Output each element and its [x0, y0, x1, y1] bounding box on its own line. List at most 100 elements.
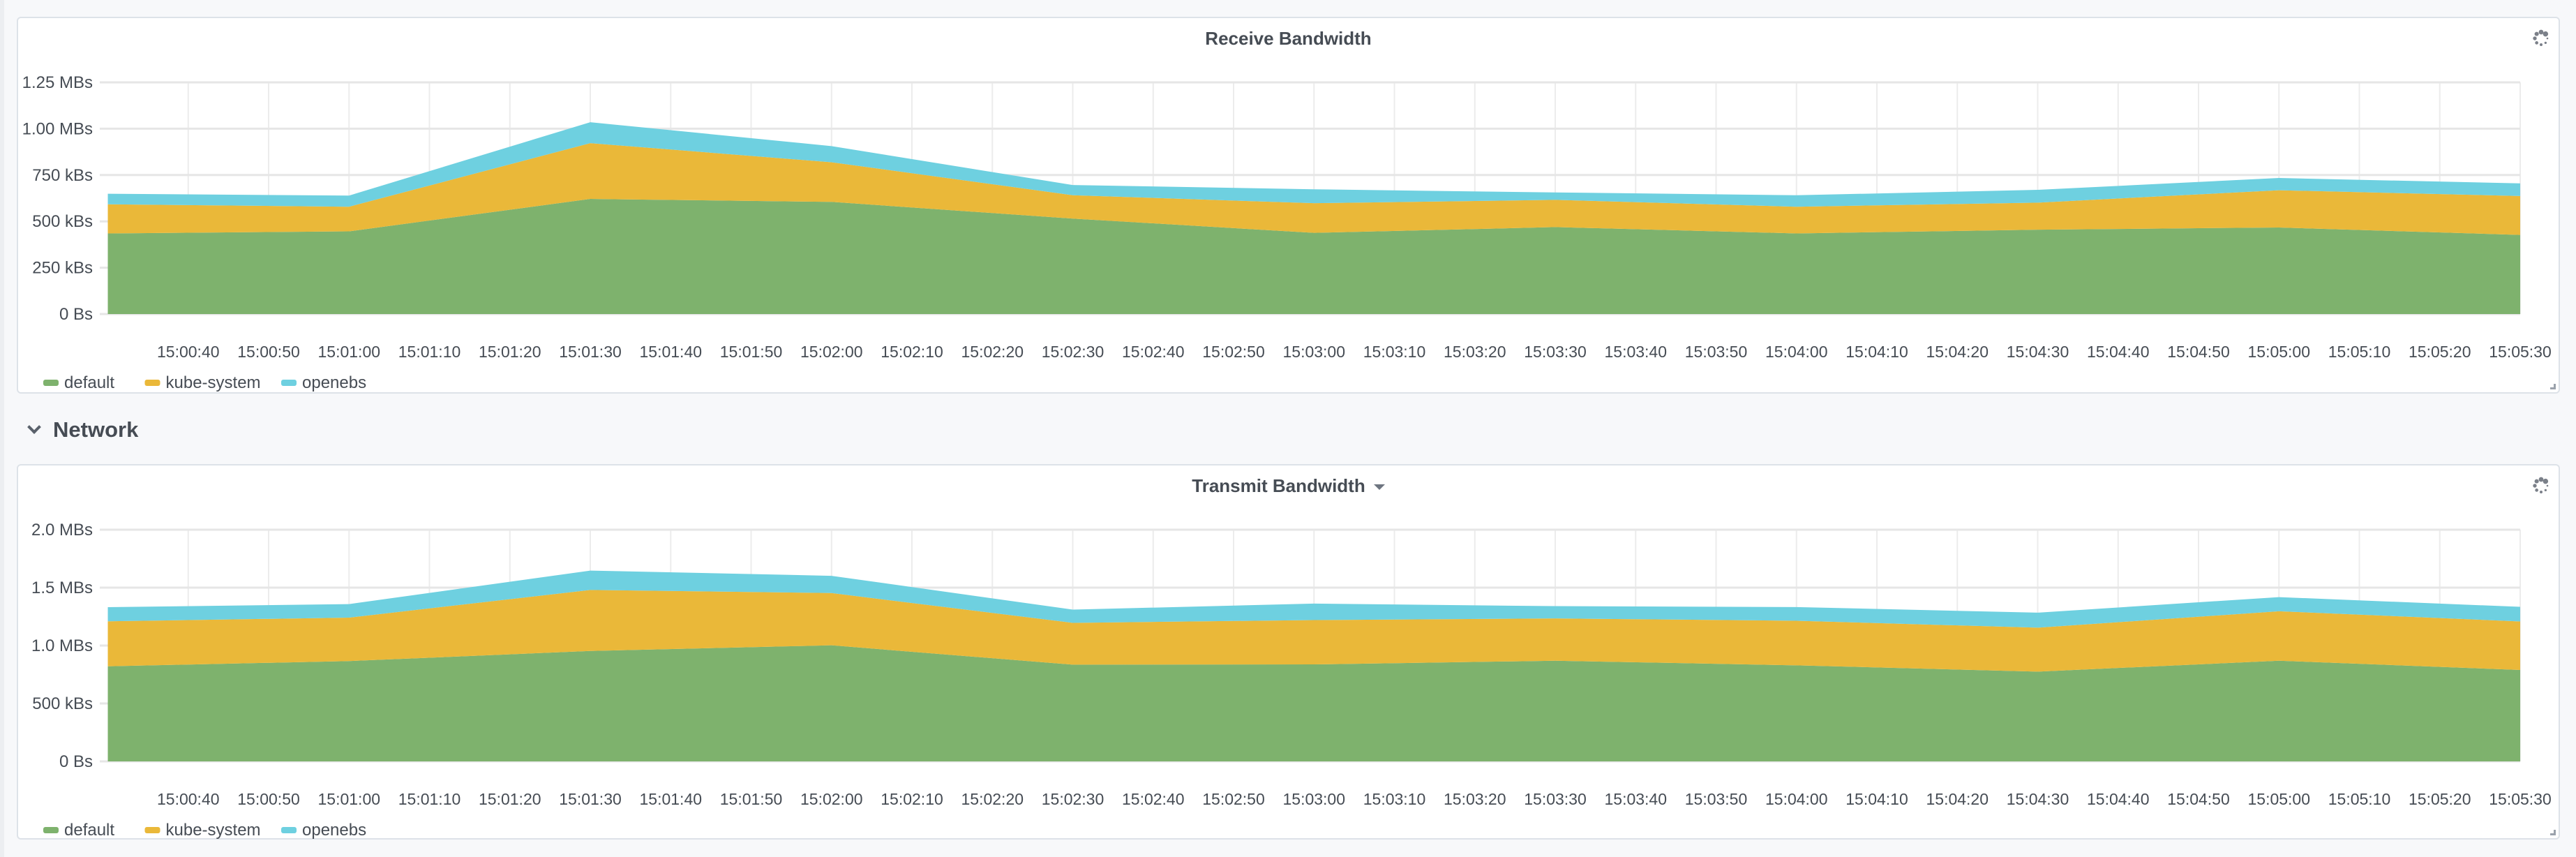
spinner-dot	[2540, 43, 2543, 46]
panel-transmit-bandwidth: Transmit Bandwidth 15:00:40 15:00:50 15:01…	[17, 464, 2560, 840]
spinner-dot	[2533, 36, 2537, 40]
x-tick-label: 15:01:00	[318, 790, 381, 808]
legend-item-kube-system[interactable]: kube-system	[144, 821, 261, 840]
row-header-network[interactable]: Network	[25, 415, 138, 445]
y-tick-label: 1.00 MBs	[22, 119, 93, 138]
x-tick-label: 15:03:40	[1604, 790, 1667, 808]
y-tick-label: 1.5 MBs	[31, 579, 93, 597]
loading-spinner-icon	[2533, 29, 2549, 46]
panel-title-text[interactable]: Receive Bandwidth	[1205, 28, 1372, 49]
area-kube-system	[107, 143, 2521, 235]
x-tick-label: 15:02:50	[1202, 343, 1265, 361]
x-tick-label: 15:02:40	[1122, 343, 1185, 361]
spinner-dot	[2534, 31, 2539, 36]
x-tick-label: 15:04:50	[2167, 343, 2230, 361]
spinner-dot	[2544, 41, 2547, 45]
x-tick-label: 15:02:00	[800, 790, 863, 808]
x-tick-label: 15:05:00	[2247, 343, 2310, 361]
legend-item-openebs[interactable]: openebs	[281, 821, 366, 840]
area-default	[107, 199, 2521, 314]
legend-item-kube-system[interactable]: kube-system	[144, 373, 261, 392]
x-tick-label: 15:01:40	[640, 343, 703, 361]
spinner-dot	[2546, 37, 2549, 40]
area-kube-system	[107, 590, 2521, 672]
x-tick-label: 15:01:50	[720, 790, 783, 808]
y-tick-label: 0 Bs	[59, 305, 93, 324]
x-tick-label: 15:03:50	[1685, 343, 1748, 361]
y-tick-label: 0 Bs	[59, 752, 93, 771]
legend-swatch-icon	[144, 380, 160, 386]
panel-title: Transmit Bandwidth	[18, 475, 2559, 497]
legend-label: openebs	[302, 373, 366, 392]
x-tick-label: 15:02:10	[881, 790, 943, 808]
spinner-dot	[2540, 491, 2543, 493]
area-default	[107, 645, 2521, 761]
y-tick-label: 500 kBs	[32, 694, 93, 713]
x-tick-label: 15:03:30	[1524, 343, 1587, 361]
legend-item-default[interactable]: default	[43, 373, 114, 392]
x-tick-label: 15:00:50	[237, 343, 300, 361]
legend-item-openebs[interactable]: openebs	[281, 373, 366, 392]
legend-label: default	[64, 821, 114, 840]
y-tick-label: 1.25 MBs	[22, 73, 93, 92]
x-tick-label: 15:02:40	[1122, 790, 1185, 808]
x-tick-label: 15:02:30	[1042, 790, 1104, 808]
x-tick-label: 15:03:20	[1444, 343, 1506, 361]
x-tick-label: 15:01:30	[559, 790, 622, 808]
legend-item-default[interactable]: default	[43, 821, 114, 840]
x-tick-label: 15:04:40	[2087, 790, 2150, 808]
x-tick-label: 15:04:50	[2167, 790, 2230, 808]
caret-down-icon[interactable]	[1373, 484, 1385, 491]
spinner-dot	[2543, 31, 2549, 37]
x-tick-label: 15:03:10	[1363, 790, 1426, 808]
chevron-down-icon	[27, 420, 41, 434]
spinner-dot	[2538, 29, 2544, 35]
legend-swatch-icon	[43, 827, 59, 833]
x-tick-label: 15:04:20	[1926, 790, 1989, 808]
y-tick-label: 750 kBs	[32, 166, 93, 185]
resize-handle[interactable]	[2550, 830, 2556, 835]
panel-title: Receive Bandwidth	[18, 28, 2559, 50]
x-tick-label: 15:04:00	[1765, 790, 1828, 808]
window-edge	[0, 0, 4, 857]
area-openebs	[107, 122, 2521, 207]
x-tick-label: 15:03:20	[1444, 790, 1506, 808]
x-tick-label: 15:01:10	[398, 343, 461, 361]
spinner-dot	[2538, 477, 2544, 482]
legend-swatch-icon	[281, 827, 297, 833]
legend-label: kube-system	[166, 373, 261, 392]
x-tick-label: 15:03:10	[1363, 343, 1426, 361]
x-tick-label: 15:02:00	[800, 343, 863, 361]
x-tick-label: 15:02:50	[1202, 790, 1265, 808]
y-tick-label: 250 kBs	[32, 259, 93, 278]
spinner-dot	[2535, 489, 2538, 492]
x-tick-label: 15:04:10	[1845, 790, 1908, 808]
y-tick-label: 1.0 MBs	[31, 636, 93, 655]
legend-label: openebs	[302, 821, 366, 840]
x-tick-label: 15:03:50	[1685, 790, 1748, 808]
x-tick-label: 15:03:00	[1282, 790, 1345, 808]
x-tick-label: 15:03:30	[1524, 790, 1587, 808]
legend-label: default	[64, 373, 114, 392]
x-tick-label: 15:02:20	[961, 790, 1024, 808]
x-tick-label: 15:04:30	[2007, 790, 2069, 808]
y-tick-label: 2.0 MBs	[31, 521, 93, 539]
x-tick-label: 15:02:20	[961, 343, 1024, 361]
x-tick-label: 15:04:40	[2087, 343, 2150, 361]
spinner-dot	[2533, 484, 2537, 488]
legend-label: kube-system	[166, 821, 261, 840]
spinner-dot	[2535, 41, 2538, 45]
x-tick-label: 15:04:00	[1765, 343, 1828, 361]
spinner-dot	[2543, 478, 2549, 484]
spinner-dot	[2546, 484, 2549, 487]
x-tick-label: 15:04:30	[2007, 343, 2069, 361]
x-tick-label: 15:04:20	[1926, 343, 1989, 361]
x-tick-label: 15:01:50	[720, 343, 783, 361]
transmit-bandwidth-chart: 15:00:40 15:00:50 15:01:00 15:01:10 15:01:20…	[31, 521, 2552, 840]
resize-handle[interactable]	[2550, 384, 2556, 389]
panel-receive-bandwidth: Receive Bandwidth 15:00:40 15:00:50 15:01:…	[17, 17, 2560, 394]
panel-title-text[interactable]: Transmit Bandwidth	[1192, 475, 1365, 496]
spinner-dot	[2544, 489, 2547, 492]
x-tick-label: 15:00:40	[157, 343, 220, 361]
x-tick-label: 15:02:30	[1042, 343, 1104, 361]
